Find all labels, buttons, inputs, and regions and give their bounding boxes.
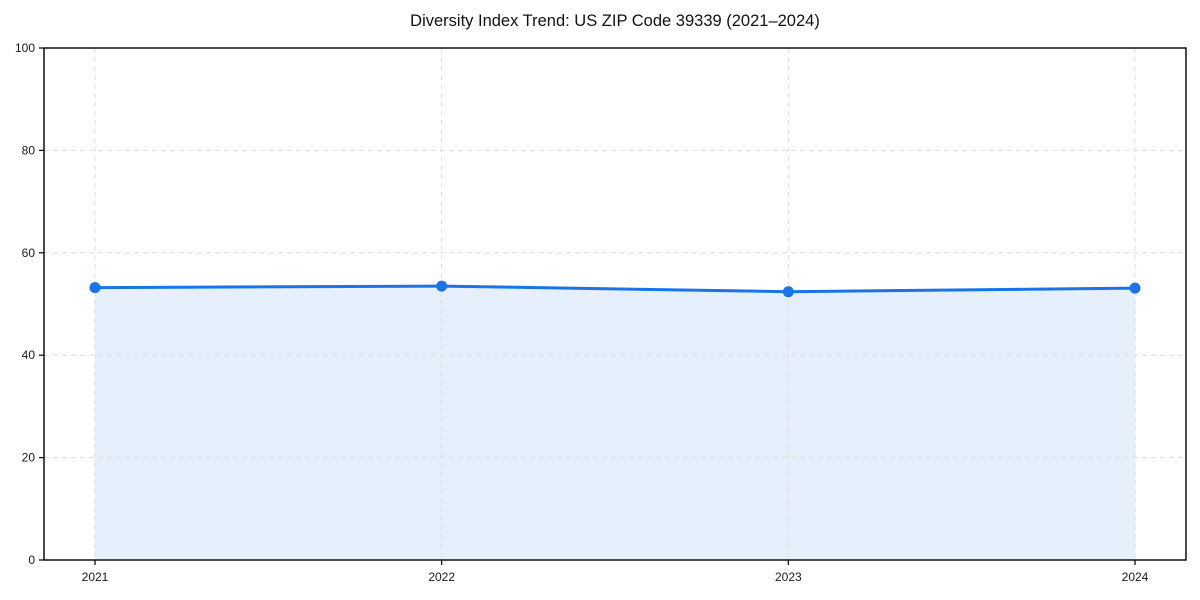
data-point-2024 xyxy=(1129,282,1141,294)
data-line-layer xyxy=(89,280,1141,298)
y-tick-label-20: 20 xyxy=(22,451,36,465)
y-tick-label-60: 60 xyxy=(22,246,36,260)
tick-label-layer: 0 20 40 60 80 100 2021 2022 2023 2024 xyxy=(15,41,1149,584)
x-tick-label-2024: 2024 xyxy=(1122,570,1149,584)
data-point-2022 xyxy=(436,280,448,292)
plot-border xyxy=(43,47,1187,561)
x-tick-label-2023: 2023 xyxy=(775,570,802,584)
y-tick-label-100: 100 xyxy=(15,41,35,55)
chart-title: Diversity Index Trend: US ZIP Code 39339… xyxy=(410,12,820,30)
data-point-2023 xyxy=(782,286,794,298)
x-tick-label-2021: 2021 xyxy=(82,570,109,584)
y-tick-label-80: 80 xyxy=(22,143,36,157)
axes-layer xyxy=(39,47,1187,565)
diversity-index-line xyxy=(93,284,1137,294)
y-tick-label-40: 40 xyxy=(22,348,36,362)
data-point-2021 xyxy=(89,282,101,294)
area-fill xyxy=(95,286,1135,560)
y-tick-label-0: 0 xyxy=(28,553,35,567)
area-fill-layer xyxy=(95,286,1135,560)
x-tick-label-2022: 2022 xyxy=(428,570,455,584)
